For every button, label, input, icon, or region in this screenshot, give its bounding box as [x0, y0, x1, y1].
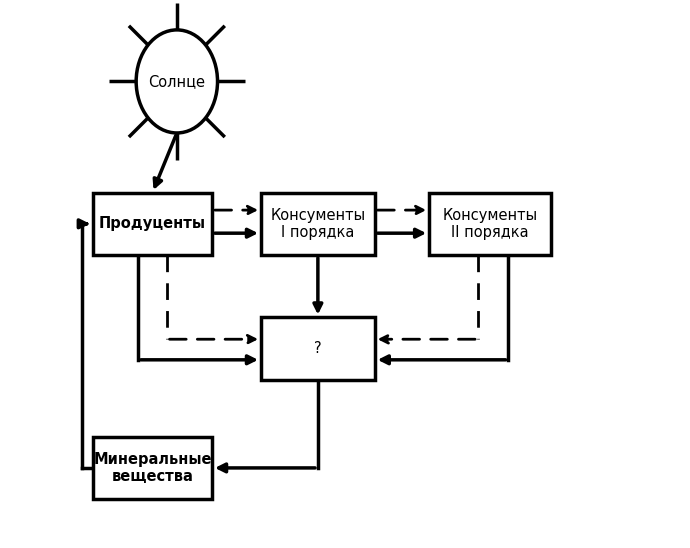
Ellipse shape	[136, 30, 217, 133]
Bar	[261, 193, 375, 255]
Text: Солнце: Солнце	[148, 74, 206, 89]
Bar	[261, 317, 375, 380]
Text: Продуценты: Продуценты	[99, 216, 206, 231]
Bar	[92, 437, 212, 499]
Text: Консументы
II порядка: Консументы II порядка	[442, 208, 538, 240]
Bar	[92, 193, 212, 255]
Text: Консументы
I порядка: Консументы I порядка	[270, 208, 366, 240]
Bar	[429, 193, 551, 255]
Text: ?: ?	[314, 341, 322, 356]
Text: Минеральные
вещества: Минеральные вещества	[93, 452, 212, 484]
